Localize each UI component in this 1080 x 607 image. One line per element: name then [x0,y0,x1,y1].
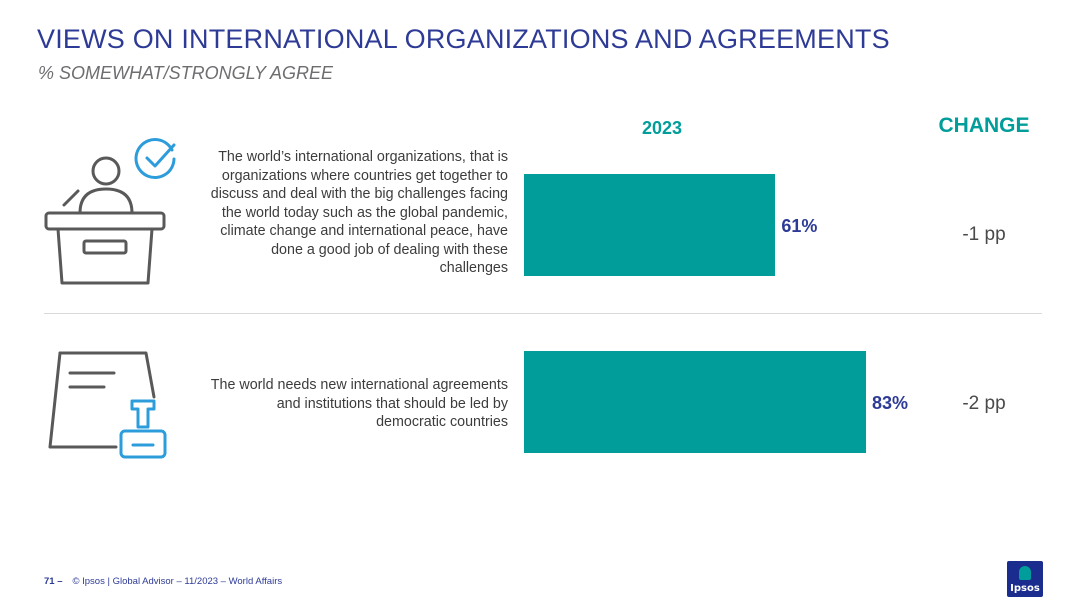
bar-international-organizations [524,174,776,276]
footer: 71 – © Ipsos | Global Advisor – 11/2023 –… [44,576,282,587]
footer-source: © Ipsos | Global Advisor – 11/2023 – Wor… [72,576,283,587]
change-international-organizations: -1 pp [962,224,1006,245]
statement-new-agreements: The world needs new international agreem… [210,377,508,430]
column-header-change: CHANGE [938,114,1030,137]
page-number: 71 – [44,576,63,587]
podium-speaker-icon [44,156,166,285]
row-divider [44,313,1042,314]
change-new-agreements: -2 pp [962,393,1006,414]
value-label-international-organizations: 61% [781,216,818,236]
logo-text: Ipsos [1010,583,1040,594]
ipsos-logo: Ipsos [1007,561,1043,597]
document-icon [48,351,156,449]
checkmark-circle-icon [134,138,176,179]
value-label-new-agreements: 83% [871,393,908,413]
bar-new-agreements [524,351,866,453]
page-subtitle: % SOMEWHAT/STRONGLY AGREE [38,63,334,83]
statement-international-organizations: The world’s international organizations,… [210,149,508,276]
logo-mark [1019,566,1031,580]
page-title: VIEWS ON INTERNATIONAL ORGANIZATIONS AND… [37,24,890,54]
stamp-icon [119,399,167,459]
column-header-year: 2023 [641,118,683,138]
